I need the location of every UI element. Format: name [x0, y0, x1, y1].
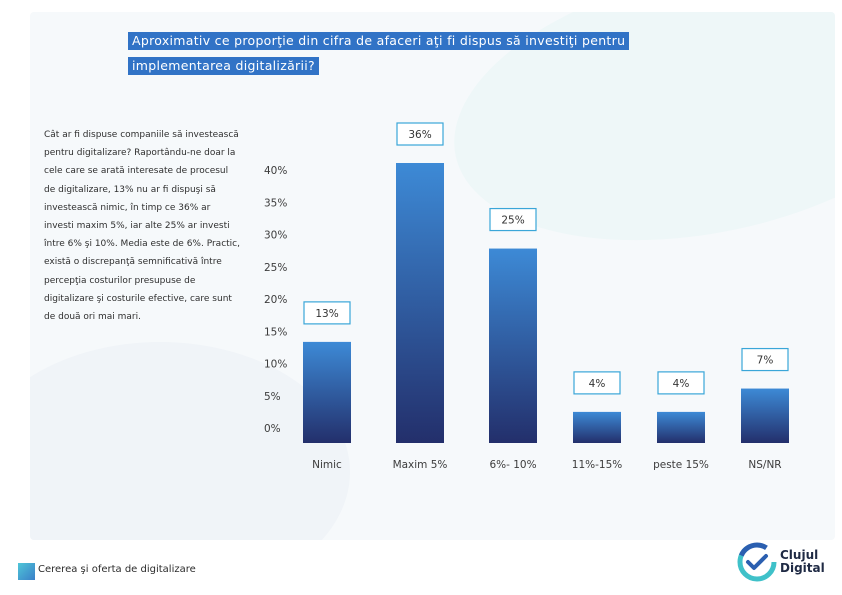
data-label-box: [741, 347, 789, 372]
y-tick-label: 25%: [264, 262, 287, 274]
x-axis-labels: Nimic Maxim 5% 6%- 10% 11%-15% peste 15% NS/N…: [312, 459, 781, 471]
y-tick-label: 0%: [264, 423, 281, 435]
data-label: 36%: [408, 129, 431, 141]
chart-title-line-2: implementarea digitalizării?: [128, 57, 319, 75]
description-text: Cât ar fi dispuse companiile să investea…: [44, 130, 240, 323]
footer-section-title: Cererea şi oferta de digitalizare: [38, 564, 196, 575]
data-label: 7%: [757, 355, 774, 367]
y-tick-label: 40%: [264, 165, 287, 177]
y-tick-label: 15%: [264, 326, 287, 338]
data-label: 25%: [501, 215, 524, 227]
x-category-label: NS/NR: [748, 459, 781, 471]
logo-text-line-2: Digital: [780, 561, 825, 575]
data-label: 13%: [315, 308, 338, 320]
footer-color-marker: [18, 563, 35, 580]
data-label-box: [657, 371, 705, 395]
bar-ns-nr: [741, 388, 789, 443]
bar-6-10-: [489, 248, 537, 443]
bar-maxim-5-: [396, 163, 444, 443]
bar-peste-15-: [657, 411, 705, 443]
data-label-box: [396, 122, 444, 146]
bar-11-15-: [573, 411, 621, 443]
y-tick-label: 30%: [264, 230, 287, 242]
x-category-label: 11%-15%: [572, 459, 622, 471]
data-label-box: [303, 301, 351, 325]
x-category-label: Nimic: [312, 459, 342, 471]
logo-text-line-1: Clujul: [780, 548, 819, 562]
chart-title-line-1: Aproximativ ce proporţie din cifra de af…: [128, 32, 630, 50]
clujul-digital-logo-icon: [737, 542, 777, 582]
bar-nimic: [303, 341, 351, 443]
data-label-box: [489, 207, 537, 232]
x-category-label: peste 15%: [653, 459, 709, 471]
x-category-label: 6%- 10%: [489, 459, 536, 471]
y-tick-label: 20%: [264, 294, 287, 306]
data-label-box: [573, 371, 621, 395]
bars: 13% 36% 25% 4% 4% 7%: [303, 122, 789, 443]
background-panel: [30, 12, 835, 540]
y-tick-label: 35%: [264, 197, 287, 209]
logo-text: Clujul Digital: [780, 549, 825, 575]
data-label: 4%: [589, 378, 606, 390]
x-category-label: Maxim 5%: [393, 459, 448, 471]
y-axis-ticks: 0% 5% 10% 15% 20% 25% 30% 35% 40%: [264, 165, 287, 435]
y-tick-label: 10%: [264, 359, 287, 371]
y-tick-label: 5%: [264, 391, 281, 403]
data-label: 4%: [673, 378, 690, 390]
